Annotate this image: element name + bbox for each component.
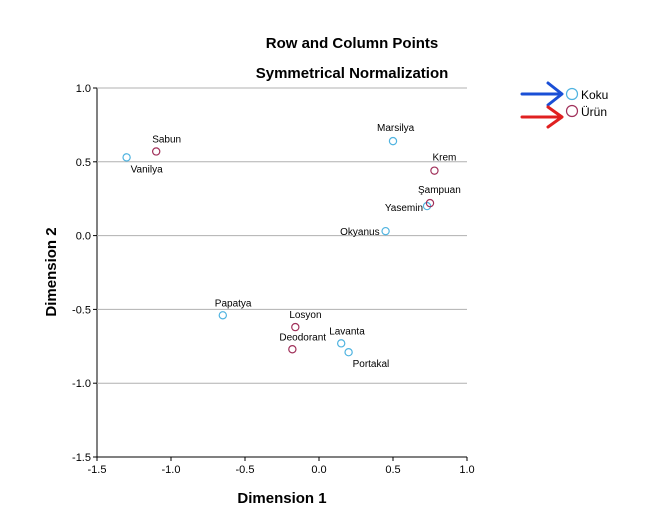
point-label: Deodorant: [279, 332, 326, 343]
x-tick-label: -1.0: [162, 464, 181, 476]
point-marker: [337, 339, 346, 348]
y-axis-title: Dimension 2: [43, 227, 60, 316]
point-label: Marsilya: [377, 123, 415, 134]
y-tick-label: -0.5: [72, 304, 91, 316]
point-marker: [422, 201, 432, 211]
point-marker: [288, 345, 297, 354]
blue-arrow-icon: [520, 81, 564, 107]
x-axis-title: Dimension 1: [237, 490, 326, 507]
point-marker: [291, 322, 300, 332]
point-marker: [388, 136, 398, 146]
y-tick-label: 0.5: [76, 157, 91, 169]
point-label: Papatya: [215, 298, 252, 309]
legend-marker-urun: [565, 104, 579, 118]
point-marker: [122, 153, 131, 162]
point-marker: [151, 147, 161, 156]
point-label: Vanilya: [131, 164, 163, 175]
legend-marker-koku: [565, 87, 579, 101]
gridlines: [96, 87, 467, 458]
point-label: Okyanus: [340, 227, 379, 238]
point-label: Lavanta: [329, 326, 365, 337]
point-label: Yasemin: [385, 203, 423, 214]
point-label: Krem: [432, 153, 456, 164]
point-marker: [218, 311, 227, 320]
y-tick-label: 0.0: [76, 231, 91, 243]
y-axis-ticks: 1.0 0.5 0.0 -0.5 -1.0 -1.5: [72, 83, 97, 464]
chart-subtitle: Symmetrical Normalization: [256, 65, 449, 82]
point-label: Şampuan: [418, 185, 461, 196]
x-axis-ticks: -1.5 -1.0 -0.5 0.0 0.5 1.0: [88, 457, 475, 476]
y-tick-label: 1.0: [76, 83, 91, 95]
point-label: Sabun: [152, 134, 181, 145]
chart-title: Row and Column Points: [266, 35, 439, 52]
data-points: Vanilya Marsilya Yasemin Okyanus Papatya Lava…: [122, 123, 461, 370]
x-tick-label: -0.5: [236, 464, 255, 476]
point-marker: [425, 198, 435, 208]
legend: Koku Ürün: [520, 81, 608, 129]
point-label: Portakal: [353, 359, 390, 370]
point-marker: [430, 166, 439, 175]
x-tick-label: 0.0: [311, 464, 326, 476]
y-tick-label: -1.0: [72, 378, 91, 390]
x-tick-label: -1.5: [88, 464, 107, 476]
x-tick-label: 0.5: [385, 464, 400, 476]
red-arrow-icon: [520, 105, 564, 129]
point-marker: [344, 348, 353, 357]
point-label: Losyon: [289, 310, 321, 321]
y-tick-label: -1.5: [72, 452, 91, 464]
legend-label-koku: Koku: [581, 88, 608, 102]
x-tick-label: 1.0: [459, 464, 474, 476]
legend-label-urun: Ürün: [581, 105, 607, 119]
point-marker: [381, 226, 390, 236]
